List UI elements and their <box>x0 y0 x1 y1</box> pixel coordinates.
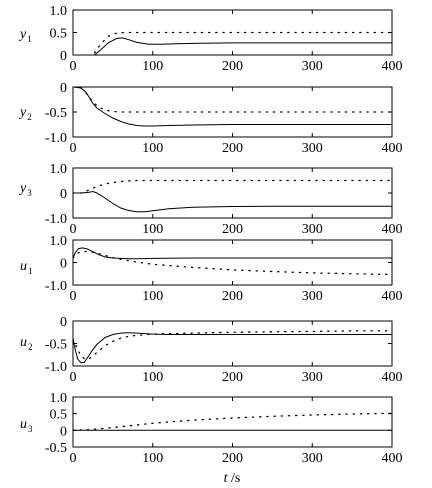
series-solid-line <box>94 37 392 55</box>
x-tick-label: 200 <box>222 289 243 304</box>
x-tick-label: 200 <box>222 370 243 385</box>
x-axis-label: t /s <box>224 471 241 486</box>
y-axis-label: u3 <box>20 417 33 434</box>
x-tick-label: 300 <box>302 222 323 237</box>
x-tick-label: 400 <box>382 222 403 237</box>
x-tick-label: 400 <box>382 370 403 385</box>
y-axis-label: y2 <box>18 105 32 122</box>
x-tick-label: 0 <box>70 370 77 385</box>
series-dotted-line <box>80 87 392 113</box>
plot-frame <box>72 86 393 138</box>
y-tick-label: -1.0 <box>45 279 67 294</box>
panel-1: 0 100 200 300 400 1.0 0.5 0 y1 <box>18 4 403 74</box>
series-dotted-line <box>73 330 392 360</box>
plot-frame <box>72 320 393 367</box>
y-tick-label: -0.5 <box>45 106 67 121</box>
plot-frame <box>72 396 393 448</box>
y-tick-label: 0 <box>60 49 67 64</box>
y-tick-label: -0.5 <box>45 338 67 353</box>
x-tick-label: 200 <box>222 141 243 156</box>
x-tick-label: 0 <box>70 451 77 466</box>
x-tick-label: 400 <box>382 59 403 74</box>
x-tick-label: 100 <box>142 370 163 385</box>
y-axis-label: y1 <box>18 27 32 44</box>
series-dotted-line <box>73 179 392 194</box>
x-tick-label: 0 <box>70 289 77 304</box>
series-solid-line <box>73 332 392 364</box>
y-tick-label: -0.5 <box>45 441 67 456</box>
y-tick-label: 0 <box>60 187 67 202</box>
plot-frame <box>72 167 393 219</box>
series-solid-line <box>73 190 392 213</box>
series-dotted-line <box>73 250 392 276</box>
y-axis-label: u1 <box>20 259 33 276</box>
x-tick-label: 400 <box>382 141 403 156</box>
series-dotted-line <box>73 412 392 431</box>
series-solid-line <box>73 247 392 260</box>
panel-5: 0 100 200 300 400 0 -0.5 -1.0 u2 <box>20 315 403 385</box>
y-tick-label: 1.0 <box>50 234 68 249</box>
y-tick-label: 1.0 <box>50 4 68 19</box>
x-tick-label: 100 <box>142 289 163 304</box>
x-tick-label: 0 <box>70 59 77 74</box>
x-tick-label: 100 <box>142 141 163 156</box>
x-tick-label: 300 <box>302 59 323 74</box>
y-tick-label: 1.0 <box>50 391 68 406</box>
y-tick-label: 0 <box>60 424 67 439</box>
y-tick-label: 0 <box>60 81 67 96</box>
y-axis-label: y3 <box>18 181 32 198</box>
y-axis-label: u2 <box>20 335 33 352</box>
series-solid-line <box>73 87 392 127</box>
y-tick-label: 0 <box>60 315 67 330</box>
x-tick-label: 300 <box>302 370 323 385</box>
plot-frame <box>72 239 393 286</box>
y-tick-label: -1.0 <box>45 131 67 146</box>
x-tick-label: 100 <box>142 59 163 74</box>
y-tick-label: -1.0 <box>45 360 67 375</box>
x-tick-label: 300 <box>302 451 323 466</box>
x-tick-label: 200 <box>222 451 243 466</box>
x-tick-label: 300 <box>302 289 323 304</box>
x-tick-label: 300 <box>302 141 323 156</box>
x-tick-label: 0 <box>70 141 77 156</box>
y-tick-label: 1.0 <box>50 162 68 177</box>
panel-2: 0 100 200 300 400 0 -0.5 -1.0 y2 <box>18 81 403 156</box>
x-tick-label: 200 <box>222 59 243 74</box>
series-dotted-line <box>93 31 392 54</box>
y-tick-label: 0.5 <box>50 408 68 423</box>
x-tick-label: 100 <box>142 451 163 466</box>
x-tick-label: 400 <box>382 289 403 304</box>
plot-frame <box>72 9 393 56</box>
x-tick-label: 400 <box>382 451 403 466</box>
y-tick-label: -1.0 <box>45 212 67 227</box>
y-tick-label: 0 <box>60 257 67 272</box>
x-tick-label: 200 <box>222 222 243 237</box>
x-tick-label: 0 <box>70 222 77 237</box>
x-tick-label: 100 <box>142 222 163 237</box>
y-tick-label: 0.5 <box>50 27 68 42</box>
